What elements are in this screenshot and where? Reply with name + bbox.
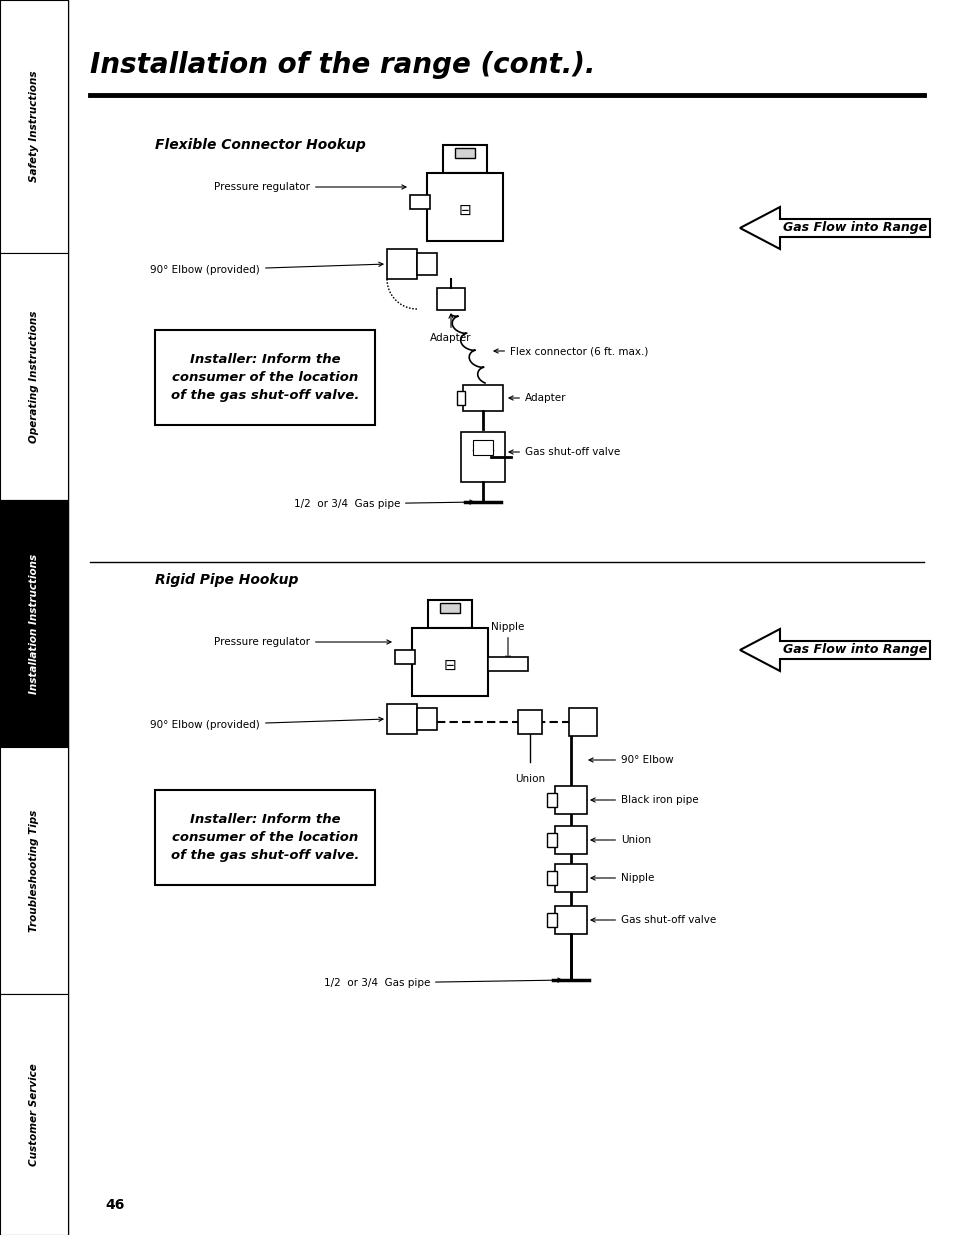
Bar [455, 148, 475, 158]
Bar [416, 253, 436, 275]
Polygon shape [740, 629, 929, 671]
Bar [442, 144, 486, 173]
Bar [0, 0, 68, 253]
Text: Installer: Inform the
consumer of the location
of the gas shut-off valve.: Installer: Inform the consumer of the lo… [171, 813, 359, 862]
Bar [462, 385, 502, 411]
Bar [568, 708, 597, 736]
Text: Rigid Pipe Hookup: Rigid Pipe Hookup [154, 573, 298, 587]
Text: ⊟: ⊟ [458, 203, 471, 217]
Text: Flexible Connector Hookup: Flexible Connector Hookup [154, 138, 365, 152]
Text: Nipple: Nipple [591, 873, 654, 883]
Bar [436, 288, 464, 310]
Text: 90° Elbow (provided): 90° Elbow (provided) [150, 262, 382, 275]
Bar [154, 330, 375, 425]
Bar [395, 650, 415, 664]
Text: ⊟: ⊟ [443, 657, 456, 673]
Bar [428, 600, 472, 629]
Text: Union: Union [591, 835, 651, 845]
Text: Gas shut-off valve: Gas shut-off valve [509, 447, 619, 457]
Bar [555, 826, 586, 853]
Bar [387, 249, 416, 279]
Text: Installation Instructions: Installation Instructions [29, 553, 39, 694]
Bar [473, 440, 493, 454]
Text: Pressure regulator: Pressure regulator [213, 182, 406, 191]
Text: Union: Union [515, 774, 544, 784]
Text: 90° Elbow (provided): 90° Elbow (provided) [150, 718, 382, 730]
Text: Installation of the range (cont.).: Installation of the range (cont.). [90, 51, 595, 79]
Bar [460, 432, 504, 482]
Text: Nipple: Nipple [491, 622, 524, 659]
Text: Installer: Inform the
consumer of the location
of the gas shut-off valve.: Installer: Inform the consumer of the lo… [171, 353, 359, 403]
Bar [416, 708, 436, 730]
Bar [546, 793, 557, 806]
Bar [546, 871, 557, 885]
Text: 90° Elbow: 90° Elbow [588, 755, 673, 764]
Bar [546, 913, 557, 927]
Bar [488, 657, 527, 671]
Text: Pressure regulator: Pressure regulator [213, 637, 391, 647]
Text: Black iron pipe: Black iron pipe [591, 795, 698, 805]
Bar [0, 253, 68, 500]
Bar [387, 704, 416, 734]
Bar [410, 195, 430, 209]
Bar [412, 629, 488, 697]
Text: 46: 46 [105, 1198, 125, 1212]
Text: Adapter: Adapter [430, 314, 471, 343]
Text: 1/2  or 3/4  Gas pipe: 1/2 or 3/4 Gas pipe [294, 499, 474, 509]
Bar [555, 785, 586, 814]
Bar [456, 391, 464, 405]
Text: Safety Instructions: Safety Instructions [29, 70, 39, 183]
Text: Adapter: Adapter [509, 393, 566, 403]
Text: Customer Service: Customer Service [29, 1063, 39, 1166]
Text: 1/2  or 3/4  Gas pipe: 1/2 or 3/4 Gas pipe [323, 978, 561, 988]
Text: Troubleshooting Tips: Troubleshooting Tips [29, 810, 39, 931]
Text: Flex connector (6 ft. max.): Flex connector (6 ft. max.) [494, 346, 648, 356]
Bar [0, 500, 68, 747]
Bar [439, 603, 459, 613]
Bar [555, 864, 586, 892]
Bar [427, 173, 502, 241]
Bar [0, 747, 68, 994]
Text: Gas Flow into Range: Gas Flow into Range [782, 221, 926, 235]
Polygon shape [740, 207, 929, 249]
Text: Operating Instructions: Operating Instructions [29, 310, 39, 443]
Bar [546, 832, 557, 847]
Bar [154, 790, 375, 885]
Bar [0, 0, 68, 1235]
Text: Gas shut-off valve: Gas shut-off valve [591, 915, 716, 925]
Bar [555, 906, 586, 934]
Bar [517, 710, 541, 734]
Bar [0, 994, 68, 1235]
Text: Gas Flow into Range: Gas Flow into Range [782, 643, 926, 657]
